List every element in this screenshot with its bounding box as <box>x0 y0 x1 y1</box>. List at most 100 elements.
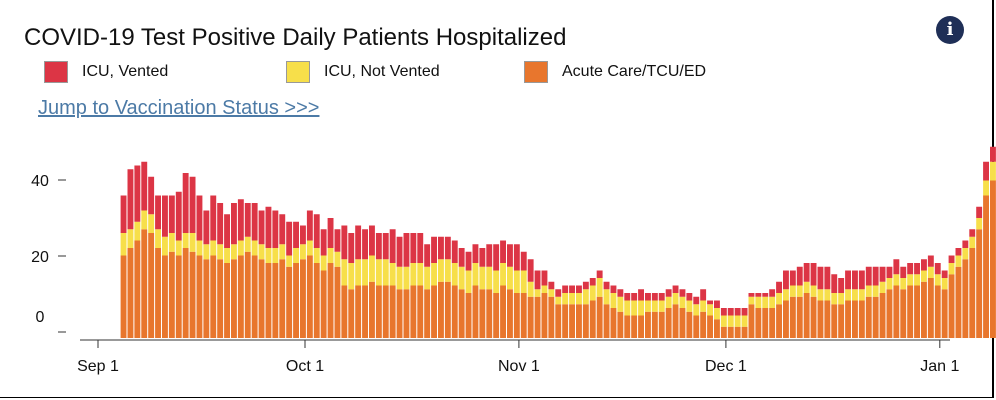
bar-acute-111 <box>886 289 893 338</box>
bar-acute-117 <box>927 278 934 338</box>
bar-notvented-68 <box>589 285 596 301</box>
bar-acute-0 <box>120 255 127 338</box>
info-icon[interactable]: i <box>936 16 964 44</box>
bar-notvented-4 <box>148 214 155 233</box>
bar-acute-113 <box>900 289 907 338</box>
bar-acute-13 <box>210 255 217 338</box>
bar-vented-96 <box>783 270 789 290</box>
legend-item-icu-not-vented[interactable]: ICU, Not Vented <box>286 60 440 84</box>
bar-notvented-46 <box>438 259 444 282</box>
bar-vented-39 <box>389 229 396 263</box>
bar-acute-76 <box>645 311 651 338</box>
bar-vented-70 <box>603 281 610 290</box>
bar-vented-29 <box>320 229 327 256</box>
bar-notvented-2 <box>134 221 141 241</box>
bar-acute-90 <box>741 326 748 338</box>
bar-acute-28 <box>313 263 320 338</box>
bar-vented-89 <box>734 308 741 316</box>
bar-acute-110 <box>879 293 886 338</box>
bar-acute-15 <box>224 263 230 338</box>
bar-vented-121 <box>955 248 962 256</box>
bar-notvented-74 <box>631 300 638 316</box>
bar-notvented-99 <box>803 281 810 293</box>
bar-acute-18 <box>244 251 251 338</box>
bar-notvented-27 <box>306 240 313 256</box>
bar-vented-9 <box>182 173 189 233</box>
legend-item-icu-vented[interactable]: ICU, Vented <box>44 60 168 84</box>
bar-acute-105 <box>845 300 851 338</box>
bar-notvented-5 <box>155 229 161 248</box>
bar-vented-116 <box>921 259 927 271</box>
bar-notvented-70 <box>603 289 610 305</box>
bar-vented-100 <box>810 263 817 286</box>
bar-vented-95 <box>776 281 782 293</box>
bar-notvented-35 <box>362 259 368 286</box>
bar-notvented-71 <box>610 293 617 308</box>
bar-acute-88 <box>727 326 734 338</box>
bar-vented-80 <box>672 285 679 293</box>
bar-notvented-10 <box>189 233 196 252</box>
bar-acute-70 <box>603 304 610 338</box>
bar-notvented-81 <box>679 296 686 308</box>
bar-acute-5 <box>155 248 161 338</box>
bar-notvented-47 <box>444 259 451 282</box>
bar-notvented-79 <box>665 296 672 308</box>
bar-notvented-118 <box>934 274 941 286</box>
bar-notvented-22 <box>272 248 279 263</box>
bar-acute-22 <box>272 263 279 338</box>
bar-acute-124 <box>976 229 983 338</box>
bar-acute-48 <box>451 285 458 338</box>
jump-to-vaccination-link[interactable]: Jump to Vaccination Status >>> <box>38 97 320 119</box>
bar-acute-65 <box>569 304 575 338</box>
bar-notvented-89 <box>734 315 741 327</box>
bar-notvented-12 <box>203 244 210 260</box>
bar-notvented-62 <box>548 289 555 297</box>
bar-vented-104 <box>838 278 845 293</box>
bar-vented-86 <box>714 300 720 308</box>
bar-notvented-76 <box>645 300 651 312</box>
bar-notvented-51 <box>472 263 479 286</box>
chart-title: COVID-19 Test Positive Daily Patients Ho… <box>24 24 567 51</box>
bar-notvented-106 <box>852 289 858 301</box>
bar-acute-125 <box>983 195 989 338</box>
bar-vented-3 <box>141 161 148 211</box>
bar-vented-62 <box>548 281 555 290</box>
bar-acute-119 <box>941 289 948 338</box>
bar-notvented-86 <box>714 308 720 320</box>
bar-notvented-59 <box>527 281 534 297</box>
bar-notvented-8 <box>175 240 182 256</box>
legend-item-acute-care[interactable]: Acute Care/TCU/ED <box>524 60 706 84</box>
bar-vented-67 <box>582 281 589 290</box>
bar-acute-6 <box>162 255 168 338</box>
bar-notvented-85 <box>707 304 713 316</box>
bar-notvented-33 <box>348 263 355 290</box>
bar-notvented-50 <box>465 270 472 293</box>
bar-notvented-7 <box>168 233 175 252</box>
bar-notvented-92 <box>755 296 762 308</box>
bar-vented-126 <box>990 146 996 162</box>
bar-vented-46 <box>438 236 444 260</box>
bar-acute-82 <box>686 311 693 338</box>
bar-vented-61 <box>541 270 548 286</box>
bar-acute-10 <box>189 251 196 338</box>
bar-acute-52 <box>479 289 486 338</box>
bar-acute-49 <box>458 289 465 338</box>
bar-vented-17 <box>237 199 244 241</box>
bar-vented-28 <box>313 214 320 248</box>
bar-vented-65 <box>569 285 575 293</box>
bar-notvented-19 <box>251 240 258 256</box>
bar-vented-111 <box>886 266 893 278</box>
bar-vented-21 <box>265 206 272 248</box>
bar-acute-74 <box>631 315 638 338</box>
bar-notvented-64 <box>562 293 569 305</box>
bar-vented-50 <box>465 251 472 271</box>
bar-notvented-60 <box>534 289 541 297</box>
bar-notvented-104 <box>838 293 845 305</box>
bar-acute-27 <box>306 255 313 338</box>
bar-vented-47 <box>444 236 451 260</box>
bar-notvented-0 <box>120 233 127 256</box>
bar-vented-33 <box>348 233 355 263</box>
bar-notvented-102 <box>824 289 831 301</box>
bar-notvented-119 <box>941 278 948 290</box>
